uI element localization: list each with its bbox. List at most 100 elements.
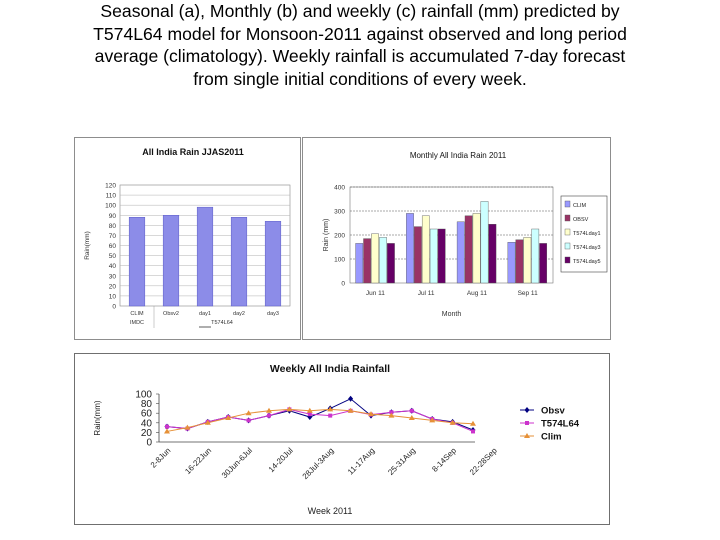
x-tick-label: 25-31Aug [386,446,417,477]
chart-title: Weekly All India Rainfall [270,363,390,375]
y-tick-label: 40 [141,418,153,429]
bar [387,243,395,284]
bar [264,221,282,307]
monthly-bar-chart: Monthly All India Rain 2011 0 100 200 300 400… [323,151,608,318]
data-point [524,433,530,438]
data-point [245,410,252,416]
data-point [225,415,232,420]
bar [480,201,489,284]
bar [472,213,481,284]
chart-title: Monthly All India Rain 2011 [410,151,507,160]
x-tick-label: Jul 11 [418,290,435,297]
y-axis-label: Rain(mm) [93,400,102,435]
caption-line: average (climatology). Weekly rainfall i… [94,46,626,66]
data-point [524,407,530,413]
data-point [164,428,170,434]
bar [379,237,387,284]
y-tick-label: 0 [112,304,116,311]
data-point [204,419,211,425]
bar [464,215,473,284]
x-tick-label: Sep 11 [518,290,539,297]
data-point [286,406,293,412]
bar [355,243,364,284]
y-tick-label: 120 [105,183,116,190]
x-tick-label: Aug 11 [467,290,488,297]
data-point [165,424,169,429]
data-point [449,419,456,425]
x-axis-label: Week 2011 [308,506,353,516]
caption-line: Seasonal (a), Monthly (b) and weekly (c)… [100,1,620,21]
y-tick-label: 100 [135,390,152,401]
y-tick-label: 80 [109,223,117,230]
legend-swatch [564,214,571,222]
bar [429,228,438,284]
bar [539,243,548,284]
legend-label: T574Lday1 [573,231,601,237]
data-point [328,413,333,418]
y-tick-label: 50 [109,253,117,260]
x-tick-label: 11-17Aug [346,446,376,476]
x-tick-label: day1 [199,311,211,317]
caption-line: T574L64 model for Monsoon-2011 against o… [93,23,627,44]
x-tick-label: 14-20Jul [267,446,295,474]
y-tick-label: 100 [334,257,345,264]
x-tick-label: day3 [267,311,279,317]
x-tick-label: CLIM [130,311,144,317]
y-axis-label: Rain(mm) [84,231,91,260]
legend-label: OBSV [573,217,589,223]
group-label: T574L64 [211,320,233,326]
y-tick-label: 60 [141,409,153,420]
bar [196,206,214,307]
data-point [408,415,415,420]
y-tick-label: 80 [141,399,153,410]
bar [515,239,524,284]
y-tick-label: 110 [106,193,117,200]
data-point [307,412,312,417]
data-point [184,424,191,430]
data-point [409,408,414,413]
series-line [166,408,474,432]
y-tick-label: 10 [109,293,117,300]
legend-swatch [564,200,571,208]
x-tick-label: 2-8Jun [149,446,173,470]
y-tick-label: 100 [105,203,116,210]
y-tick-label: 60 [109,243,117,250]
data-point [471,429,475,434]
bar [456,221,465,284]
data-point [246,418,251,423]
monthly-chart-panel: Monthly All India Rain 2011 0 100 200 300 400… [302,137,611,340]
x-axis-label: Month [442,311,462,318]
y-tick-label: 400 [334,185,345,192]
bar [230,217,248,307]
data-point [429,417,436,423]
chart-title: All India Rain JJAS2011 [142,147,244,157]
data-point [525,421,529,425]
data-point [388,412,395,418]
x-tick-label: 8-14Sep [430,446,458,474]
caption-line: from single initial conditions of every … [193,68,527,89]
bar [488,223,497,284]
legend-swatch [564,228,571,236]
y-tick-label: 200 [334,233,345,240]
seasonal-chart-panel: All India Rain JJAS2011 0 10 20 30 40 50 60 70 80… [74,137,301,340]
data-point [470,420,476,426]
x-tick-label: Jun 11 [366,290,385,297]
legend-label: T574Lday5 [573,259,601,265]
x-tick-label: 16-22Jun [183,446,213,476]
legend-label: CLIM [573,203,587,209]
x-tick-label: 22-28Sep [468,446,499,477]
y-axis-label: Rain (mm) [323,219,330,252]
bar [421,215,430,284]
bar [162,215,180,307]
y-tick-label: 0 [341,281,345,288]
data-point [266,407,272,413]
figure-caption: Seasonal (a), Monthly (b) and weekly (c)… [20,0,700,90]
data-point [327,406,334,412]
bar [371,233,379,284]
bar [128,217,146,307]
data-point [347,407,354,413]
bar [523,237,532,284]
series-line [166,408,474,432]
legend-label: Clim [541,432,562,443]
x-tick-label: 30Jun-6Jul [220,446,254,480]
